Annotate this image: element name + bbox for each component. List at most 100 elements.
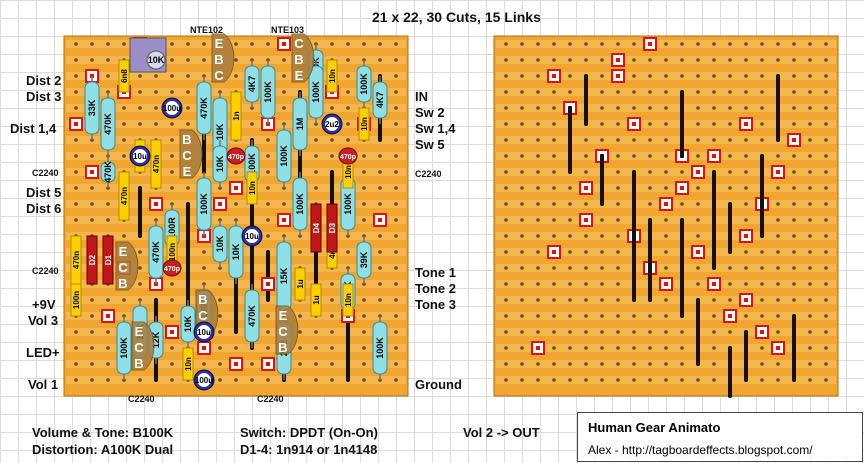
capacitor-value: 2u2 [325,120,339,129]
right-board-hole [808,314,812,318]
left-board-hole [186,58,190,62]
left-board-hole [266,314,270,318]
strip-cut-center [664,202,668,206]
left-board-hole [394,122,398,126]
right-board-hole [808,74,812,78]
right-board-hole [744,314,748,318]
left-board-hole [394,58,398,62]
electrolytic-top [165,101,179,115]
right-board-hole [600,106,604,110]
right-board-hole [664,250,668,254]
right-board-hole [616,266,620,270]
right-board-hole [776,282,780,286]
right-board-hole [696,282,700,286]
left-board-hole [362,298,366,302]
right-board-hole [552,282,556,286]
right-board-hole [808,234,812,238]
right-board-hole [696,154,700,158]
resistor [356,65,372,103]
right-board-hole [696,202,700,206]
resistor-value: 15K [279,267,289,284]
electrolytic-top [197,373,211,387]
right-board-hole [808,58,812,62]
right-board-hole [632,362,636,366]
right-board-hole [568,186,572,190]
strip-cut-center [776,346,780,350]
right-board-hole [728,330,732,334]
left-board-hole [218,362,222,366]
resistor [196,177,212,231]
right-board-hole [776,58,780,62]
right-board-hole [760,90,764,94]
right-board-hole [616,154,620,158]
label-c2240-left-1: C2240 [32,168,59,178]
right-board-hole [616,186,620,190]
right-board-hole [616,138,620,142]
note-switch-2: D1-4: 1n914 or 1n4148 [240,442,378,457]
right-board-hole [696,74,700,78]
capacitor-value: 6n8 [120,69,129,83]
right-board-hole [504,314,508,318]
right-board-hole [664,298,668,302]
left-board-hole [394,106,398,110]
right-board-hole [776,250,780,254]
right-board-hole [760,346,764,350]
left-board-hole [314,330,318,334]
right-board-hole [616,90,620,94]
resistor [212,225,228,263]
right-board-hole [584,298,588,302]
left-board-hole [106,298,110,302]
left-board-hole [106,378,110,382]
left-board [63,35,409,397]
left-board-hole [234,202,238,206]
capacitor-value: 1u [312,295,321,304]
strip-cut-center [744,122,748,126]
strip-cut-center [282,218,286,222]
right-board-hole [728,138,732,142]
right-board-cuts [493,35,839,398]
left-board-hole [218,298,222,302]
right-board-hole [824,362,828,366]
right-board-hole [568,58,572,62]
strip-cut-center [552,250,556,254]
left-board-hole [122,106,126,110]
right-board-hole [808,154,812,158]
film-capacitor [118,59,130,93]
left-board-hole [122,154,126,158]
left-board-hole [186,42,190,46]
left-board-hole [282,74,286,78]
right-board-hole [696,122,700,126]
right-board-hole [632,42,636,46]
right-board-hole [664,330,668,334]
resistor [276,129,292,183]
right-board-hole [568,282,572,286]
right-board-hole [600,314,604,318]
right-board-hole [648,202,652,206]
right-board-hole [664,74,668,78]
right-board-hole [600,282,604,286]
right-board-hole [776,186,780,190]
right-board-hole [520,266,524,270]
capacitor-value: 10n [328,69,337,83]
label-dist14: Dist 1,4 [10,121,57,136]
right-board-hole [616,250,620,254]
right-board-hole [824,122,828,126]
right-board-hole [504,202,508,206]
right-board-hole [648,330,652,334]
left-board-hole [250,122,254,126]
left-board-hole [138,378,142,382]
left-board-hole [266,378,270,382]
right-board-hole [664,58,668,62]
left-board-hole [346,138,350,142]
right-board-hole [616,378,620,382]
right-board-hole [760,106,764,110]
right-board-hole [776,154,780,158]
strip-cut-center [106,314,110,318]
resistor-value: 10K [215,235,225,252]
strip-cut-center [712,154,716,158]
left-board-hole [298,346,302,350]
left-board-hole [394,298,398,302]
right-board-hole [664,170,668,174]
left-board-hole [90,218,94,222]
right-board-hole [648,138,652,142]
